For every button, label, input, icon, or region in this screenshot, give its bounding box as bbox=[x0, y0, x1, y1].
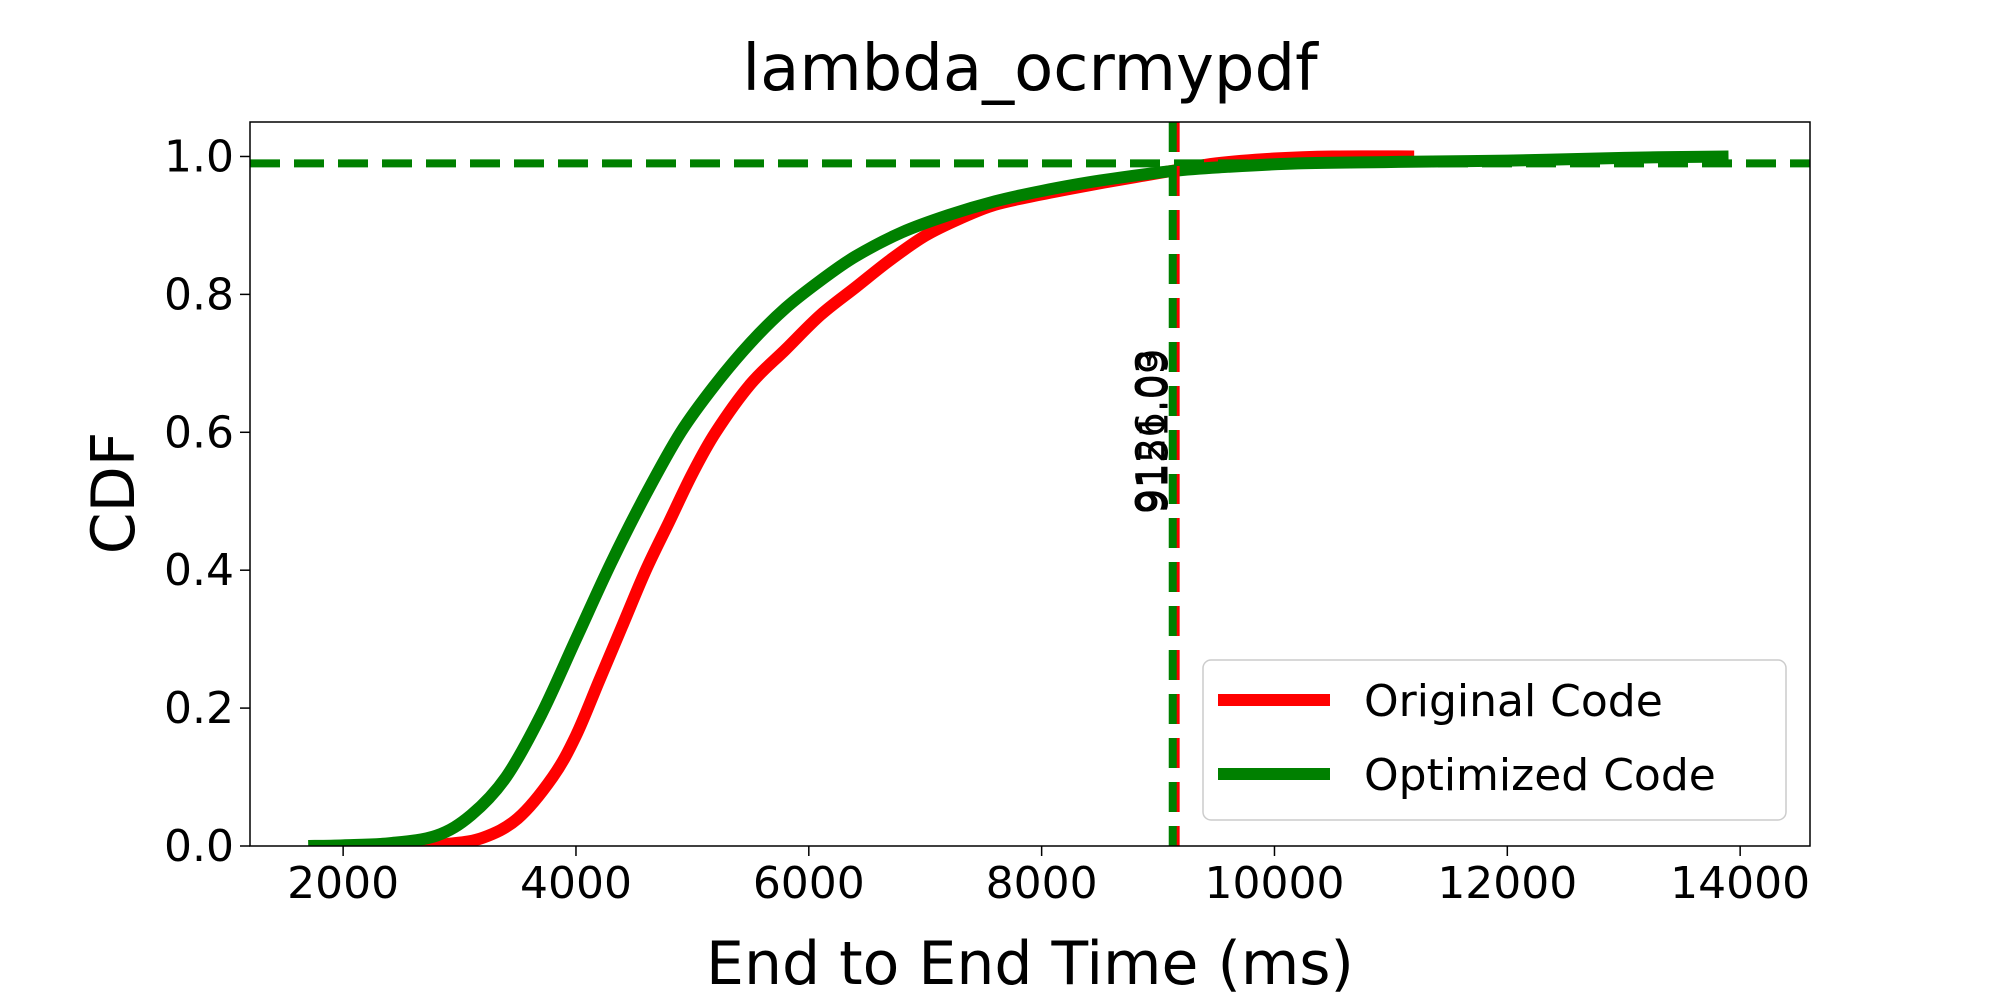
y-axis-label: CDF bbox=[79, 432, 149, 555]
series-layer bbox=[250, 122, 1810, 846]
y-tick-label: 1.0 bbox=[164, 131, 234, 182]
y-tick-label: 0.4 bbox=[164, 545, 234, 596]
plot-frame bbox=[249, 121, 1811, 847]
x-tick-label: 8000 bbox=[986, 858, 1098, 909]
x-axis-label: End to End Time (ms) bbox=[706, 929, 1354, 999]
annotation-optimized-code: 9126.03 bbox=[1129, 349, 1175, 514]
x-tick-label: 12000 bbox=[1437, 858, 1577, 909]
y-tick-label: 0.2 bbox=[164, 683, 234, 734]
y-tick-label: 0.8 bbox=[164, 269, 234, 320]
legend-box bbox=[1202, 659, 1787, 821]
x-tick-label: 10000 bbox=[1204, 858, 1344, 909]
chart-title: lambda_ocrmypdf bbox=[742, 32, 1319, 106]
legend: Original Code Optimized Code bbox=[1202, 659, 1787, 821]
x-tick-label: 4000 bbox=[520, 858, 632, 909]
annotation-original-code: 9151.09 bbox=[1132, 349, 1178, 514]
legend-label-optimized-code: Optimized Code bbox=[1364, 750, 1716, 801]
x-tick-label: 2000 bbox=[287, 858, 399, 909]
legend-label-original-code: Original Code bbox=[1364, 676, 1663, 727]
x-tick-label: 14000 bbox=[1670, 858, 1810, 909]
y-tick-label: 0.6 bbox=[164, 407, 234, 458]
axis-ticks: 2000 4000 6000 8000 10000 12000 14000 0.0 0.2 0.4… bbox=[164, 131, 1810, 909]
y-tick-label: 0.0 bbox=[164, 821, 234, 872]
x-tick-label: 6000 bbox=[753, 858, 865, 909]
